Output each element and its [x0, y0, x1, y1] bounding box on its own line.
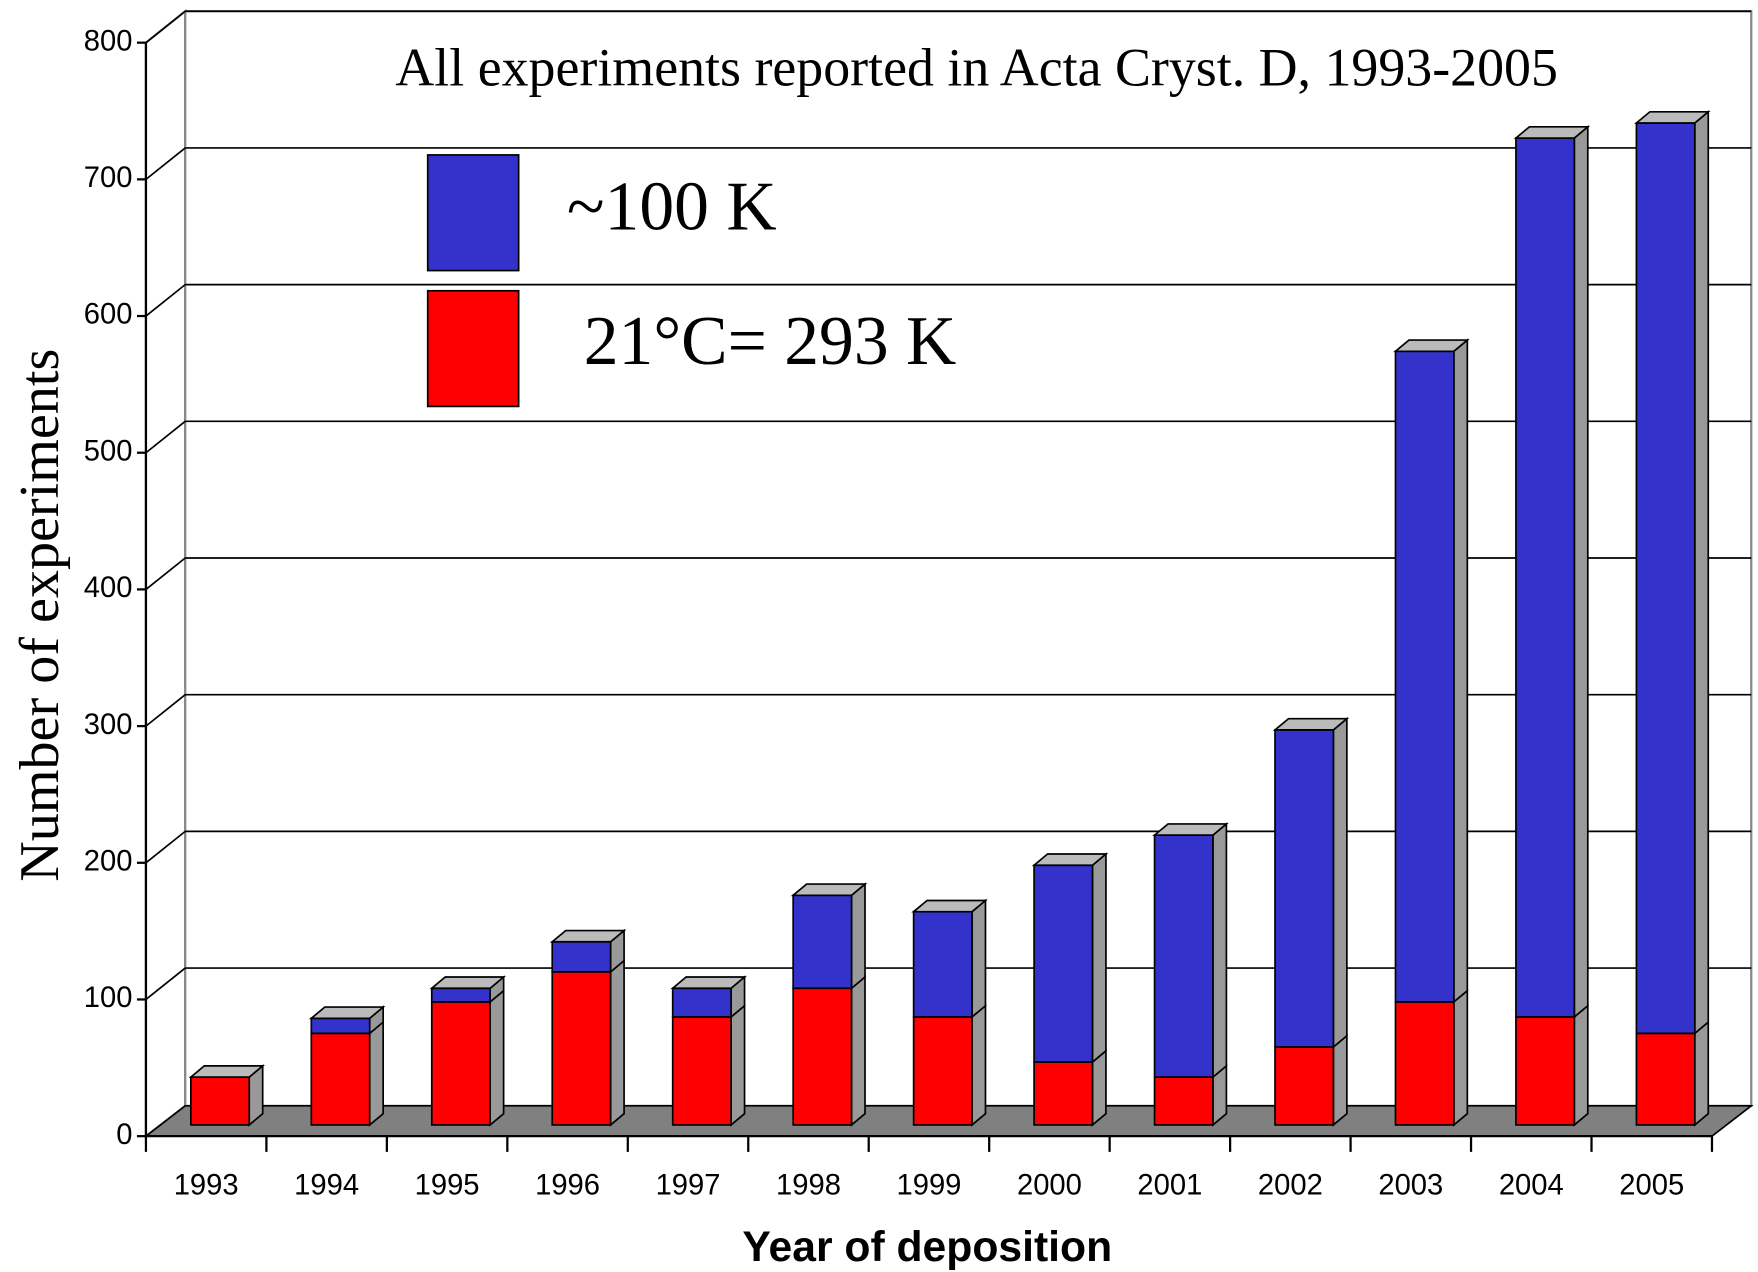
- bar-side: [1693, 109, 1710, 1036]
- bar-side: [850, 882, 866, 991]
- bar: [310, 1032, 371, 1126]
- x-tick-label: 2004: [1499, 1169, 1564, 1201]
- bar: [310, 1017, 371, 1035]
- legend-swatch: [426, 154, 520, 272]
- bar-side: [971, 898, 987, 1019]
- bar: [1515, 1016, 1576, 1126]
- bar-side: [1573, 1003, 1589, 1127]
- bar-side: [1453, 988, 1469, 1127]
- bar: [671, 987, 732, 1018]
- bar-top: [1513, 125, 1591, 139]
- y-tick-label: 400: [84, 572, 133, 604]
- bar-side: [730, 1003, 746, 1127]
- bar: [1033, 864, 1094, 1063]
- x-tick-label: 1995: [415, 1169, 480, 1201]
- grid-line: [145, 147, 186, 181]
- bar-side: [1091, 1049, 1107, 1127]
- grid-line: [145, 283, 186, 317]
- y-axis-label: Number of experiments: [9, 349, 71, 882]
- bar-top: [670, 976, 747, 990]
- bar: [1033, 1061, 1094, 1126]
- bar: [190, 1076, 251, 1126]
- legend-swatch: [426, 289, 520, 408]
- bar-side: [609, 958, 625, 1127]
- bar-side: [850, 975, 866, 1127]
- y-tick-label: 200: [84, 845, 133, 877]
- grid-line: [145, 420, 186, 454]
- bar-top: [790, 883, 868, 897]
- bar: [430, 987, 491, 1003]
- bar-top: [188, 1065, 266, 1078]
- bar: [671, 1016, 732, 1126]
- bar: [1635, 122, 1696, 1035]
- bar: [1394, 350, 1455, 1003]
- x-tick-label: 2003: [1378, 1169, 1443, 1201]
- bar-side: [1332, 1033, 1348, 1127]
- bar-side: [1212, 822, 1228, 1079]
- bar-side: [1091, 852, 1107, 1064]
- x-axis-label: Year of deposition: [742, 1223, 1112, 1271]
- legend-label: 21°C= 293 K: [584, 303, 957, 380]
- x-tick-label: 2002: [1258, 1169, 1323, 1201]
- bar-side: [971, 1003, 987, 1127]
- bar: [551, 970, 612, 1126]
- bar-top: [1634, 110, 1711, 124]
- y-tick-label: 800: [84, 25, 133, 57]
- y-tick-label: 600: [84, 299, 133, 331]
- bar-top: [549, 929, 627, 943]
- x-tick-label: 1999: [897, 1169, 962, 1201]
- y-tick-label: 0: [116, 1119, 132, 1151]
- grid-line: [145, 557, 186, 591]
- bar: [1274, 729, 1335, 1048]
- x-tick-label: 1993: [174, 1169, 239, 1201]
- legend-label: ~100 K: [567, 168, 777, 245]
- y-tick-label: 300: [84, 709, 133, 741]
- x-tick-label: 1994: [294, 1169, 359, 1201]
- bar: [1153, 834, 1214, 1078]
- y-tick-label: 100: [84, 982, 133, 1014]
- bar: [912, 910, 973, 1018]
- bar-top: [429, 976, 506, 990]
- grid-line: [145, 830, 186, 864]
- x-tick-label: 2001: [1137, 1169, 1202, 1201]
- y-tick-label: 700: [84, 162, 133, 194]
- bar-top: [308, 1006, 386, 1020]
- bar: [1153, 1076, 1214, 1126]
- bar: [551, 940, 612, 973]
- grid-line: [145, 694, 186, 727]
- x-tick-label: 1996: [535, 1169, 600, 1201]
- bar-side: [1693, 1020, 1710, 1127]
- bar: [1394, 1001, 1455, 1126]
- bar-side: [1573, 125, 1589, 1019]
- bar-side: [1332, 716, 1348, 1049]
- bar: [1635, 1032, 1696, 1126]
- bar: [1515, 137, 1576, 1018]
- bar-top: [1152, 823, 1229, 836]
- y-tick-label: 500: [84, 435, 133, 467]
- x-tick-label: 2000: [1017, 1169, 1082, 1201]
- bar-top: [911, 899, 988, 913]
- bar: [912, 1016, 973, 1126]
- x-tick-label: 1997: [656, 1169, 721, 1201]
- bar: [1274, 1046, 1335, 1126]
- bar-top: [1272, 717, 1350, 731]
- bar-side: [489, 988, 505, 1127]
- bar-side: [1453, 338, 1469, 1004]
- bar: [792, 894, 853, 990]
- bar: [430, 1001, 491, 1126]
- bar-side: [368, 1020, 384, 1127]
- chart-title: All experiments reported in Acta Cryst. …: [395, 37, 1558, 97]
- x-tick-label: 1998: [776, 1169, 841, 1201]
- grid-line: [145, 967, 186, 1001]
- bar: [792, 987, 853, 1126]
- bar-top: [1393, 339, 1470, 353]
- bar-top: [1031, 853, 1109, 867]
- x-tick-label: 2005: [1619, 1169, 1684, 1201]
- grid-line: [145, 10, 186, 44]
